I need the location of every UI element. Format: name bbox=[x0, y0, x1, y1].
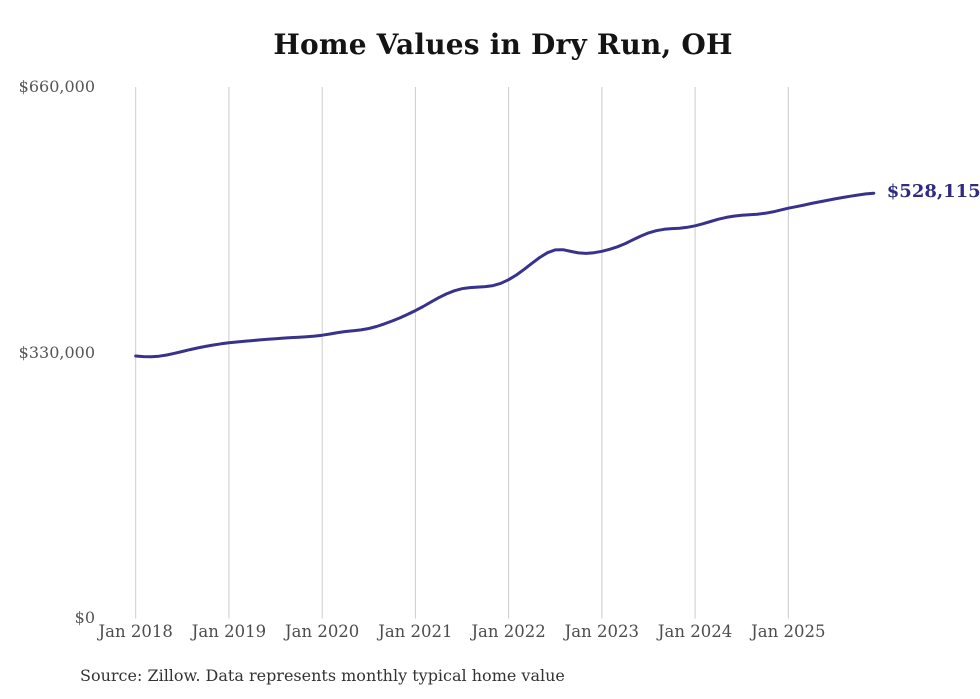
x-tick-label-jan-2024: Jan 2024 bbox=[657, 622, 733, 641]
home-value-line bbox=[134, 191, 876, 359]
chart-title: Home Values in Dry Run, OH bbox=[273, 28, 733, 61]
x-tick-label-jan-2021: Jan 2021 bbox=[378, 622, 453, 641]
vertical-gridlines bbox=[135, 87, 789, 619]
y-tick-label-330000: $330,000 bbox=[18, 343, 95, 362]
x-tick-label-jan-2025: Jan 2025 bbox=[751, 622, 826, 641]
y-tick-label-0: $0 bbox=[74, 608, 95, 627]
latest-value-label: $528,115 bbox=[886, 181, 980, 203]
x-tick-label-jan-2022: Jan 2022 bbox=[471, 622, 546, 641]
x-tick-label-jan-2020: Jan 2020 bbox=[284, 622, 360, 641]
x-tick-label-jan-2018: Jan 2018 bbox=[98, 622, 173, 641]
x-tick-label-jan-2019: Jan 2019 bbox=[191, 622, 267, 641]
x-tick-label-jan-2023: Jan 2023 bbox=[564, 622, 640, 641]
source-note: Source: Zillow. Data represents monthly … bbox=[80, 666, 565, 685]
y-tick-label-660000: $660,000 bbox=[18, 77, 95, 96]
